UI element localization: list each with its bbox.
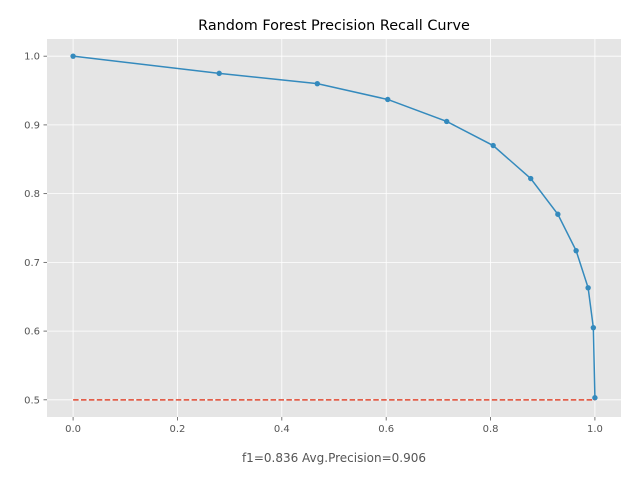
pr-curve-point: [590, 324, 597, 331]
pr-curve-point: [528, 175, 534, 182]
x-tick-label: 1.0: [587, 424, 603, 435]
plot-area: [47, 39, 621, 417]
chart-title: Random Forest Precision Recall Curve: [198, 18, 470, 34]
y-tick-label: 0.7: [24, 258, 40, 269]
pr-curve-point: [444, 118, 450, 125]
series-layer: [70, 53, 598, 401]
tick-layer: 0.0 0.2 0.4 0.6 0.8 1.0 0.5 0.6 0.7 0.8 0.9 1.0: [24, 52, 603, 435]
x-tick-label: 0.6: [378, 424, 394, 435]
pr-curve-point: [573, 247, 579, 254]
pr-curve-line: [73, 55, 596, 398]
y-tick-label: 0.6: [24, 327, 40, 338]
y-tick-label: 0.9: [24, 120, 40, 131]
x-tick-label: 0.0: [65, 424, 81, 435]
x-tick-label: 0.2: [170, 424, 186, 435]
pr-curve-point: [70, 53, 76, 59]
pr-curve-point: [592, 395, 598, 401]
pr-curve-point: [216, 70, 222, 77]
x-tick-label: 0.4: [274, 424, 290, 435]
y-tick-label: 0.5: [24, 395, 40, 406]
grid-lines: [47, 39, 621, 417]
x-tick-label: 0.8: [483, 424, 499, 435]
x-axis-label: f1=0.836 Avg.Precision=0.906: [242, 451, 426, 465]
pr-curve-point: [490, 142, 496, 149]
y-tick-label: 0.8: [24, 189, 40, 200]
pr-curve-point: [585, 285, 591, 291]
pr-curve-point: [314, 80, 321, 87]
pr-curve-point: [555, 211, 561, 217]
y-tick-label: 1.0: [24, 52, 40, 63]
pr-curve-point: [385, 96, 391, 103]
